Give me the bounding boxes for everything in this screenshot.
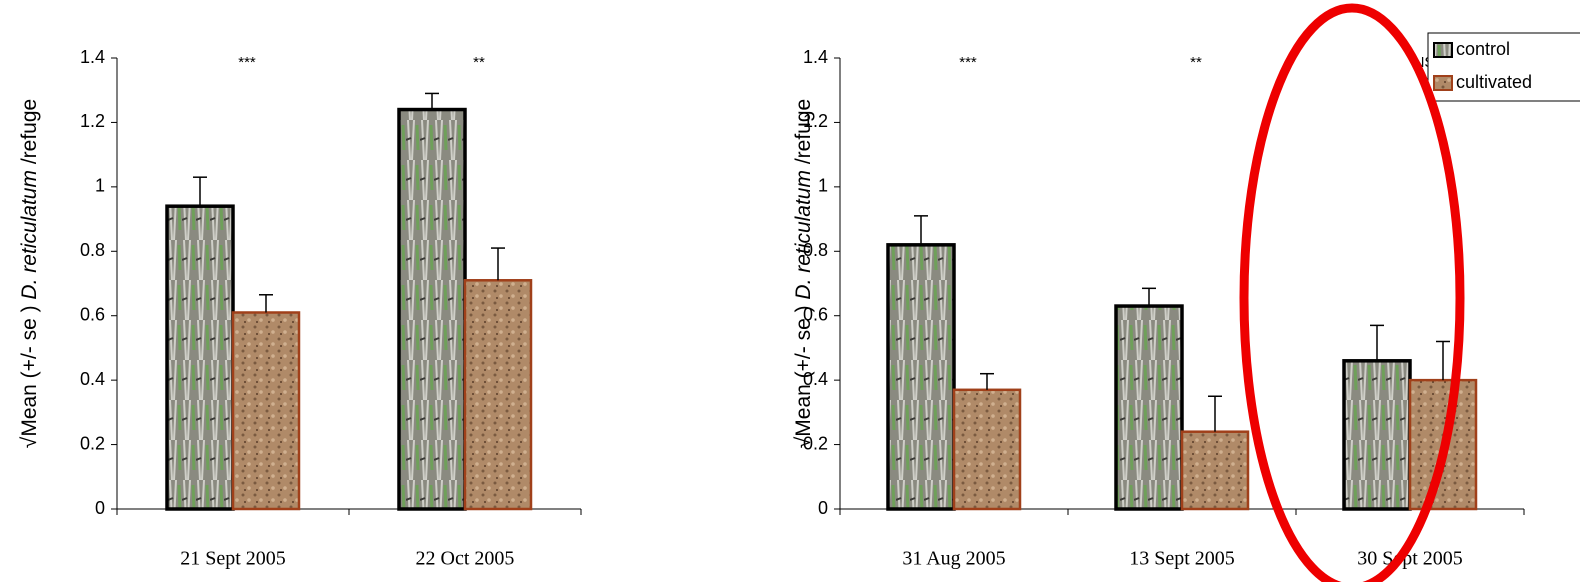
y-axis-label-part: /refuge <box>792 99 815 170</box>
legend-swatch <box>1434 76 1452 90</box>
y-axis-label-part: D. reticulatum <box>792 170 815 300</box>
chart: 0 0.2 0.4 0.6 0.8 1 1.2 1.4 √Mean (+/- se ) D. r… <box>0 0 1580 582</box>
legend-swatch <box>1434 43 1452 57</box>
bar <box>465 280 531 509</box>
x-tick-label: 21 Sept 2005 <box>180 548 286 570</box>
y-tick-label: 0.8 <box>80 240 105 260</box>
y-tick-label: 0 <box>95 498 105 518</box>
annotation: ** <box>1190 54 1202 71</box>
bar <box>1116 306 1182 509</box>
y-tick-label: 0.6 <box>80 304 105 324</box>
annotation: *** <box>959 54 977 71</box>
y-tick-label: 1.4 <box>803 47 828 67</box>
bar <box>954 390 1020 509</box>
legend-label: cultivated <box>1456 72 1532 92</box>
annotation: *** <box>238 54 256 71</box>
y-tick-label: 1.4 <box>80 47 105 67</box>
bar <box>167 206 233 509</box>
y-tick-label: 1.2 <box>80 111 105 131</box>
legend-label: control <box>1456 39 1510 59</box>
y-axis-label-part: √Mean (+/- se ) <box>792 300 815 449</box>
x-tick-label: 22 Oct 2005 <box>416 548 515 570</box>
bar <box>888 245 954 509</box>
x-tick-label: 31 Aug 2005 <box>902 548 1005 570</box>
y-axis-label: √Mean (+/- se ) D. reticulatum /refuge <box>792 99 815 448</box>
y-tick-label: 1 <box>818 176 828 196</box>
annotation: ** <box>473 54 485 71</box>
y-axis-label-part: D. reticulatum <box>18 170 41 300</box>
y-axis-label: √Mean (+/- se ) D. reticulatum /refuge <box>18 99 41 448</box>
bar <box>399 110 465 509</box>
y-tick-label: 0.2 <box>80 433 105 453</box>
bar <box>1182 432 1248 509</box>
y-axis-label-part: /refuge <box>18 99 41 170</box>
y-tick-label: 0 <box>818 498 828 518</box>
y-tick-label: 1 <box>95 176 105 196</box>
y-axis-label-part: √Mean (+/- se ) <box>18 300 41 449</box>
bar <box>233 312 299 509</box>
x-tick-label: 13 Sept 2005 <box>1129 548 1235 570</box>
bar <box>1344 361 1410 509</box>
y-tick-label: 0.4 <box>80 369 105 389</box>
